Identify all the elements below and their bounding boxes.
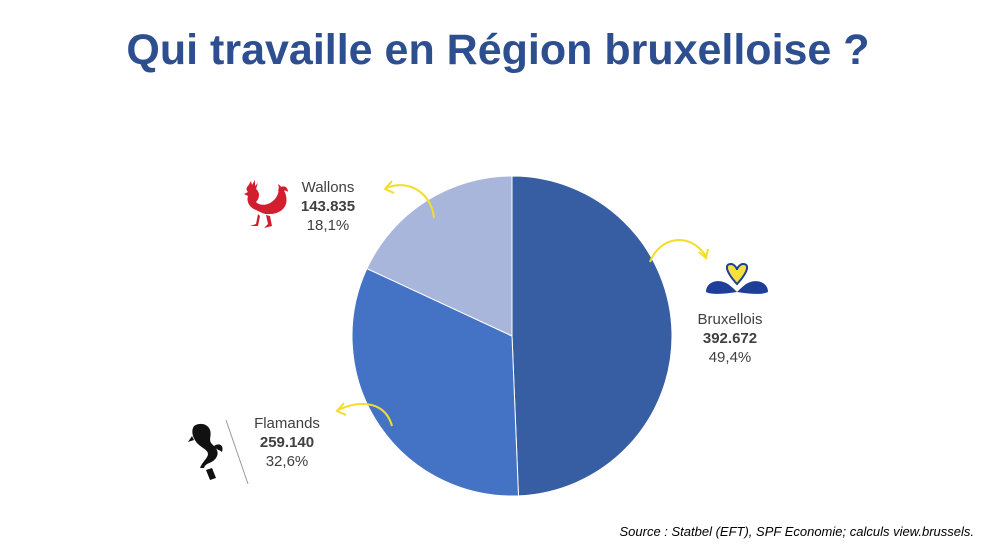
label-bruxellois: Bruxellois 392.672 49,4% — [690, 310, 770, 367]
brussels-iris-icon — [706, 262, 768, 294]
arrow-wallons — [385, 184, 435, 219]
arrow-wallons-head — [383, 180, 395, 194]
slice-percent: 32,6% — [265, 453, 309, 470]
page-title: Qui travaille en Région bruxelloise ? — [126, 26, 870, 74]
slice-percent: 18,1% — [306, 217, 350, 234]
pie-slice-wallons — [366, 175, 513, 337]
arrow-flamands-head — [335, 402, 347, 416]
flemish-lion-icon — [188, 419, 249, 485]
arrow-flamands — [337, 402, 393, 427]
slice-name: Wallons — [301, 179, 355, 196]
slice-value: 143.835 — [300, 198, 356, 215]
walloon-rooster-icon — [244, 180, 288, 228]
slice-name: Flamands — [254, 415, 320, 432]
source-note: Source : Statbel (EFT), SPF Economie; ca… — [619, 524, 974, 539]
arrow-bruxellois-head — [698, 248, 709, 260]
slice-value: 259.140 — [259, 434, 315, 451]
label-flamands: Flamands 259.140 32,6% — [244, 414, 330, 471]
slice-name: Bruxellois — [697, 311, 763, 328]
pie-slice-flamands — [351, 267, 520, 497]
callout-arrows — [335, 180, 709, 427]
pie-slices — [351, 175, 673, 497]
slice-percent: 49,4% — [708, 349, 752, 366]
arrow-bruxellois — [649, 239, 707, 263]
label-wallons: Wallons 143.835 18,1% — [288, 178, 368, 235]
pie-slice-bruxellois — [511, 175, 673, 497]
slice-value: 392.672 — [702, 330, 758, 347]
